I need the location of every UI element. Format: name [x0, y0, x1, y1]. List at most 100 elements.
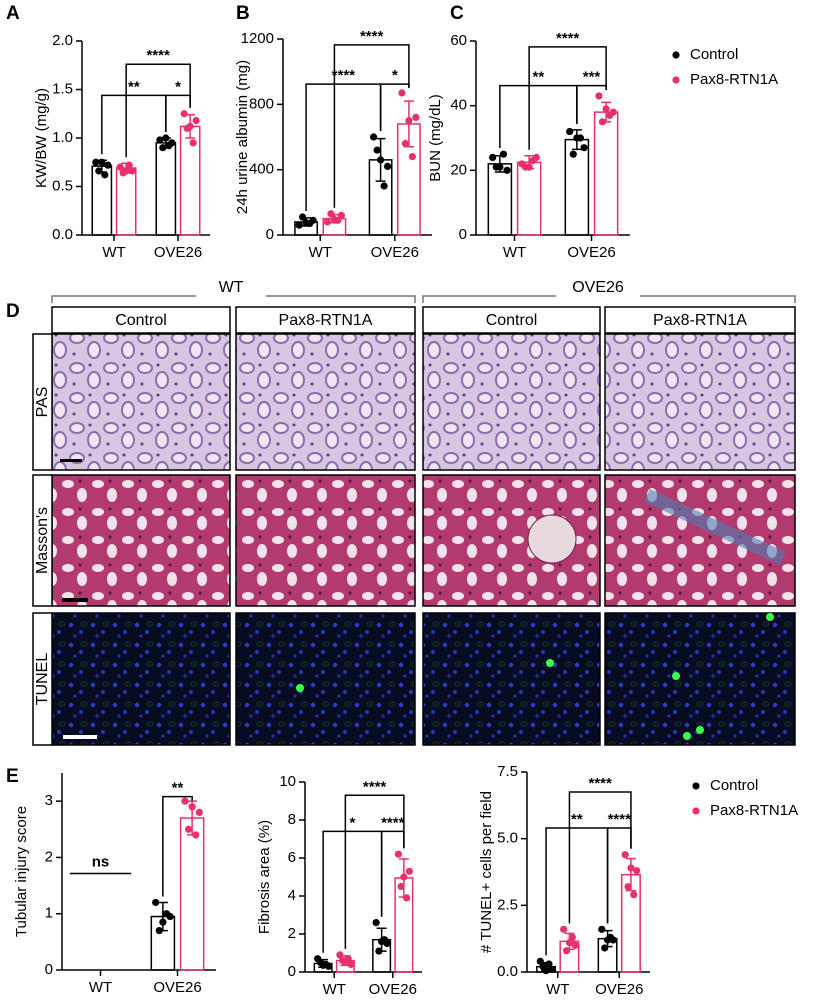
x-tick-label: OVE26 [153, 979, 201, 996]
tunel-positive-cell [766, 613, 774, 621]
y-tick-label: 0.0 [52, 226, 73, 243]
error-bar [403, 100, 414, 148]
error-bar [187, 800, 198, 836]
error-bar [157, 901, 168, 932]
y-axis-label: Fibrosis area (%) [256, 820, 273, 934]
y-tick-label: 400 [249, 161, 274, 178]
data-point [195, 808, 203, 817]
y-tick-label: 10 [279, 773, 296, 790]
y-tick-label: 0 [266, 226, 274, 243]
x-tick-label: WT [323, 981, 346, 998]
label-bg [196, 280, 266, 298]
data-point [630, 891, 638, 899]
micrograph [604, 612, 796, 746]
data-point [408, 153, 416, 161]
data-point [489, 153, 497, 161]
y-tick-label: 1.0 [52, 129, 73, 146]
panel-label: C [450, 3, 464, 24]
y-tick-label: 20 [450, 161, 467, 178]
legend-label: Pax8-RTN1A [690, 71, 778, 88]
error-bar [301, 217, 312, 227]
data-point [116, 163, 124, 171]
error-bar [340, 955, 351, 967]
x-tick-label: WT [503, 244, 526, 261]
tunel-positive-cell [672, 672, 680, 680]
data-point [621, 851, 629, 859]
error-bar [564, 932, 575, 951]
column-header: Control [486, 312, 538, 329]
significance-label: **** [332, 67, 356, 84]
data-point [180, 110, 188, 118]
data-point [181, 797, 189, 805]
data-point [101, 171, 109, 179]
micrograph [235, 474, 416, 607]
x-tick-label: WT [546, 981, 569, 998]
data-point [152, 898, 160, 907]
row-label: Masson's [34, 507, 51, 574]
data-point [295, 221, 303, 229]
y-tick-label: 2 [288, 925, 296, 942]
data-point [394, 850, 402, 858]
significance-label: * [175, 78, 181, 95]
tunel-positive-cell [546, 659, 554, 667]
legend-label: Control [690, 46, 738, 63]
significance-label: **** [360, 28, 384, 45]
data-point [398, 89, 406, 97]
y-tick-label: 0.0 [497, 963, 518, 980]
data-point [372, 919, 380, 927]
significance-bracket [576, 84, 607, 124]
y-tick-label: 1.5 [52, 80, 73, 97]
significance-label: **** [608, 811, 632, 828]
bar [564, 138, 590, 236]
legend-marker [692, 782, 700, 790]
tunel-positive-cell [683, 732, 691, 740]
x-tick-label: WT [309, 244, 332, 261]
y-tick-label: 0 [459, 226, 467, 243]
data-point [569, 150, 577, 158]
error-bar [318, 958, 329, 968]
fibrosis [644, 488, 786, 566]
row-label-box [32, 612, 53, 746]
data-point [162, 910, 171, 918]
significance-bracket [322, 830, 383, 953]
group-label: WT [219, 279, 244, 296]
group-label: OVE26 [572, 279, 624, 296]
error-bar [398, 858, 409, 898]
column-header-box [604, 306, 796, 334]
panel-label: E [6, 766, 19, 787]
significance-label: ** [533, 69, 545, 86]
chart: 0 1 2 3 Tubular injury score WT OVE26 ns ** [13, 773, 216, 996]
significance-bracket [380, 830, 405, 917]
tunel-positive-cell [696, 726, 704, 734]
error-bar [185, 113, 196, 139]
y-tick-label: 0 [288, 963, 296, 980]
error-bar [494, 155, 505, 173]
chart: 0.0 2.5 5.0 7.5# TUNEL+ cells per field WT OV… [478, 763, 798, 998]
data-point [571, 941, 579, 949]
data-point [184, 825, 193, 833]
panel-label: D [6, 301, 20, 322]
bar [487, 163, 513, 236]
column-header: Control [115, 312, 167, 329]
y-tick-label: 0.5 [52, 177, 73, 194]
label-bg [556, 280, 640, 298]
y-tick-label: 2 [45, 848, 53, 865]
y-tick-label: 0 [45, 961, 53, 978]
y-tick-label: 5.0 [497, 830, 518, 847]
y-tick-label: 2.5 [497, 896, 518, 913]
significance-label: ** [571, 811, 583, 828]
y-tick-label: 2.0 [52, 32, 73, 49]
y-tick-label: 1 [45, 905, 53, 922]
y-tick-label: 1200 [241, 30, 274, 47]
scale-bar [63, 735, 97, 739]
y-tick-label: 7.5 [497, 763, 518, 780]
error-bar [121, 162, 132, 174]
significance-bracket [344, 794, 405, 949]
micrograph [51, 612, 231, 746]
micrograph [235, 612, 416, 746]
significance-label: **** [381, 814, 405, 831]
data-point [373, 146, 381, 154]
significance-bracket [333, 44, 410, 208]
